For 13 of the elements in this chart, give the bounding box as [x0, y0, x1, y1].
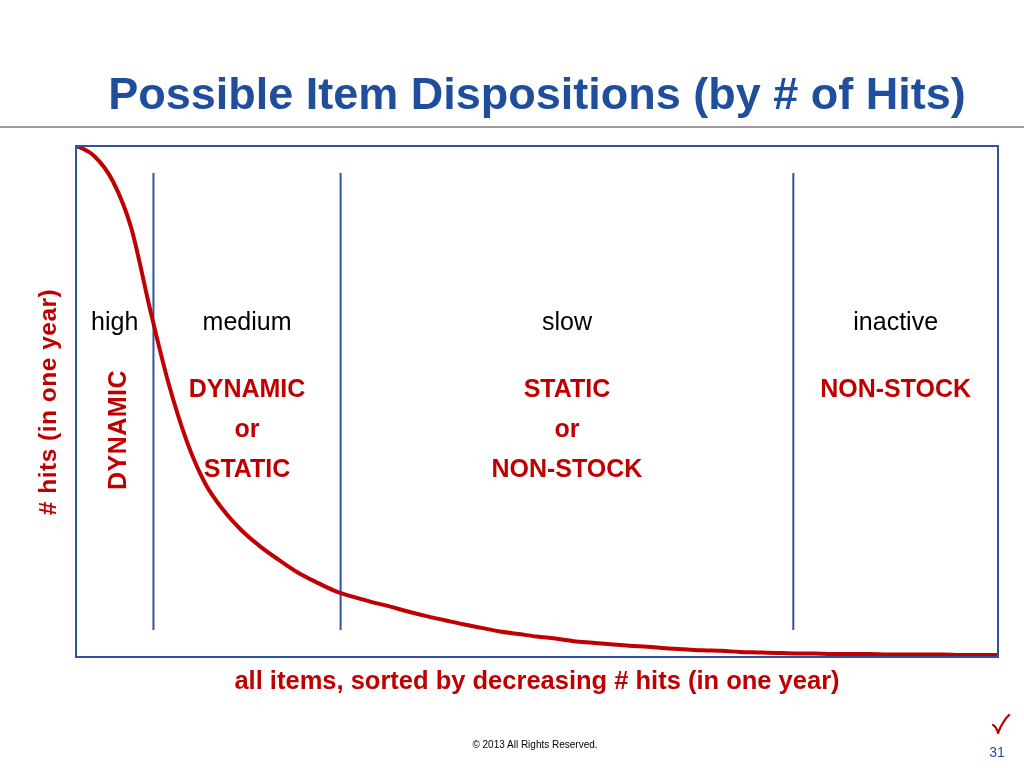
annotation: inactive [853, 306, 939, 336]
annotation: slow [541, 306, 592, 336]
text: 31 [989, 744, 1005, 760]
annotation: medium [202, 306, 292, 336]
annotation: DYNAMIC [101, 369, 132, 491]
annotation: NON-STOCK [820, 373, 972, 404]
y-axis-title: # hits (in one year) [34, 288, 62, 516]
annotation: STATIC or NON-STOCK [491, 373, 643, 484]
x-axis-title: all items, sorted by decreasing # hits (in one year) [234, 665, 840, 695]
annotation: DYNAMIC or STATIC [188, 373, 306, 484]
text: © 2013 All Rights Reserved. [472, 738, 598, 750]
chart-title: Possible Item Dispositions (by # of Hits) [107, 67, 967, 121]
annotation: high [91, 306, 139, 336]
